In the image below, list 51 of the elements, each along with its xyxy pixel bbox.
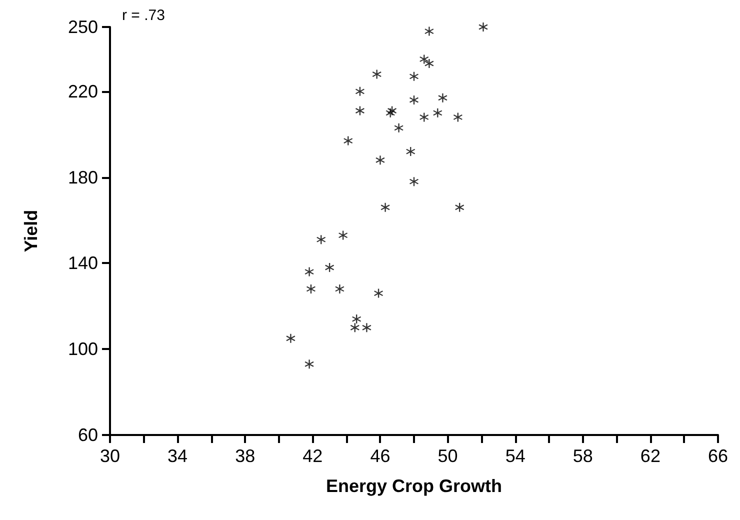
- y-tick-label: 250: [68, 17, 98, 37]
- point: [335, 284, 344, 294]
- point: [420, 112, 429, 122]
- point: [338, 230, 348, 240]
- y-tick-label: 100: [68, 339, 98, 360]
- point: [433, 108, 442, 118]
- point: [478, 22, 488, 32]
- x-tick-label: 30: [100, 446, 120, 466]
- y-tick-label: 140: [68, 253, 98, 274]
- point: [372, 70, 382, 79]
- point: [362, 323, 372, 332]
- point: [355, 86, 364, 96]
- point: [453, 112, 462, 122]
- point: [406, 147, 416, 156]
- point: [350, 323, 360, 332]
- point: [424, 26, 434, 36]
- x-tick-label: 50: [438, 446, 458, 466]
- y-axis-title: Yield: [21, 210, 41, 252]
- x-tick-label: 54: [505, 446, 526, 466]
- point: [344, 136, 353, 146]
- point: [352, 314, 362, 324]
- x-tick-label: 42: [302, 446, 323, 466]
- point: [374, 288, 384, 298]
- point: [455, 202, 464, 212]
- text: r = .73: [122, 7, 165, 24]
- x-tick-label: 38: [235, 446, 256, 466]
- point: [286, 334, 296, 343]
- x-tick-label: 46: [370, 446, 390, 466]
- point: [410, 72, 418, 81]
- point: [394, 123, 404, 132]
- x-tick-label: 34: [168, 446, 188, 466]
- point: [304, 267, 314, 276]
- point: [325, 263, 334, 272]
- x-tick-label: 66: [708, 446, 728, 466]
- point: [424, 59, 434, 68]
- point: [376, 156, 385, 165]
- point: [420, 54, 429, 64]
- point: [438, 93, 448, 102]
- y-tick-label: 180: [68, 167, 98, 188]
- point: [304, 360, 314, 369]
- point: [316, 235, 326, 244]
- y-tick-label: 220: [68, 81, 98, 102]
- point: [355, 106, 364, 116]
- point: [380, 202, 390, 212]
- x-axis-title: Energy Crop Growth: [326, 476, 502, 496]
- point: [410, 96, 418, 105]
- x-tick-label: 58: [572, 446, 593, 466]
- x-tick-label: 62: [640, 446, 660, 466]
- point: [306, 284, 316, 294]
- point: [410, 177, 418, 186]
- y-tick-label: 60: [78, 425, 98, 445]
